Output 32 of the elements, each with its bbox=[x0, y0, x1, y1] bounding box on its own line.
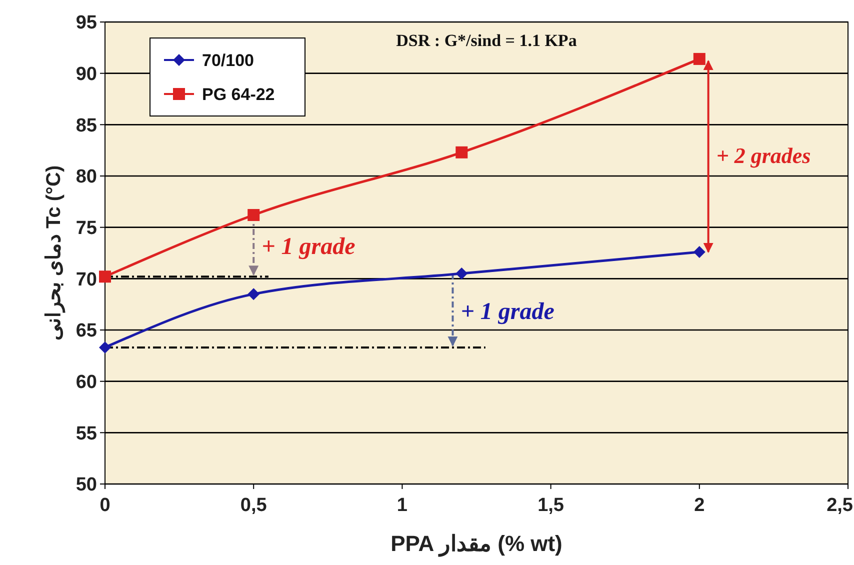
y-tick-label: 80 bbox=[76, 166, 97, 188]
annotation: + 1 grade bbox=[460, 298, 555, 325]
point bbox=[456, 268, 468, 280]
point bbox=[99, 270, 111, 283]
x-tick-label: 1 bbox=[396, 495, 408, 516]
x-tick-label: 0,5 bbox=[240, 495, 268, 516]
y-tick-label: 85 bbox=[76, 115, 98, 136]
x-tick-label: 2 bbox=[694, 495, 705, 516]
y-tick-label: 50 bbox=[76, 474, 97, 496]
x-tick-label: 1,5 bbox=[538, 495, 564, 516]
point bbox=[693, 246, 706, 258]
y-tick-label: 90 bbox=[76, 64, 97, 85]
x-axis-title: PPA مقدار (% wt) bbox=[390, 531, 562, 557]
legend-label: 70/100 bbox=[202, 50, 254, 70]
y-tick-label: 60 bbox=[76, 372, 97, 393]
legend-label: PG 64-22 bbox=[202, 84, 275, 104]
annotation: + 2 grades bbox=[716, 143, 811, 168]
y-tick-label: 65 bbox=[76, 320, 98, 342]
y-tick-label: 95 bbox=[76, 12, 98, 34]
x-tick-label: 0 bbox=[100, 495, 110, 516]
point bbox=[248, 209, 260, 222]
point bbox=[693, 52, 706, 65]
y-tick-label: 75 bbox=[76, 218, 98, 239]
annotation: + 1 grade bbox=[262, 234, 356, 260]
y-axis-title: دمای بحرانی Tc (°C) bbox=[43, 165, 66, 341]
y-tick-label: 70 bbox=[76, 269, 97, 290]
point bbox=[99, 341, 111, 354]
x-tick-label: 2,5 bbox=[826, 495, 854, 516]
annotation: DSR : G*/sind = 1.1 KPa bbox=[396, 31, 578, 50]
point bbox=[248, 288, 260, 300]
point bbox=[456, 146, 468, 158]
y-tick-label: 55 bbox=[76, 423, 98, 444]
